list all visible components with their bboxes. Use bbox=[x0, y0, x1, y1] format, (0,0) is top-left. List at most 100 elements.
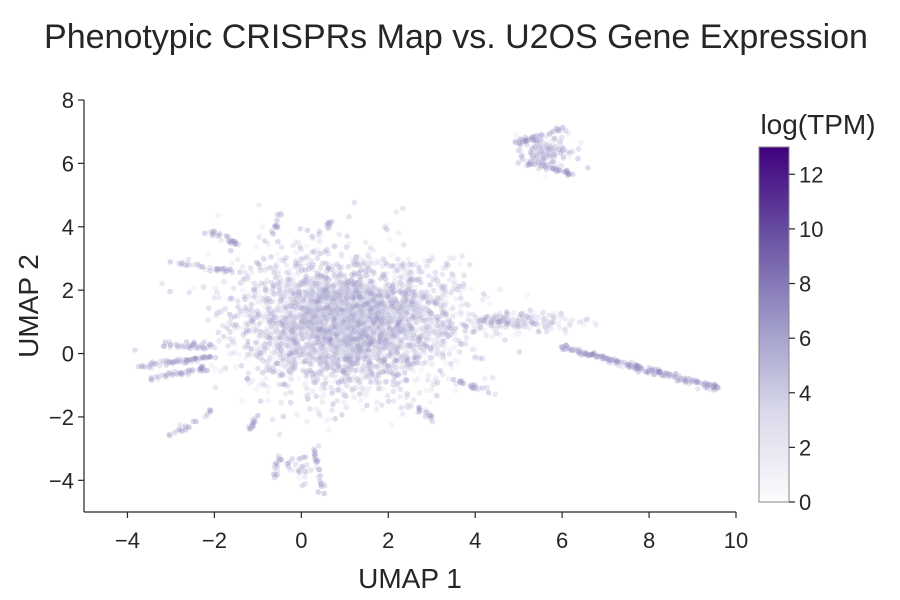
data-point bbox=[340, 341, 347, 347]
data-point bbox=[303, 374, 309, 381]
data-point bbox=[255, 308, 261, 315]
data-point bbox=[311, 275, 317, 281]
data-point bbox=[335, 387, 341, 393]
data-point bbox=[316, 316, 323, 323]
data-point bbox=[304, 329, 311, 336]
data-point bbox=[397, 312, 404, 319]
data-point bbox=[412, 336, 419, 342]
data-point bbox=[298, 313, 305, 320]
data-point bbox=[316, 338, 323, 345]
data-point bbox=[317, 360, 324, 366]
data-point bbox=[359, 305, 366, 312]
data-point bbox=[336, 319, 343, 326]
data-point bbox=[239, 398, 245, 405]
data-point bbox=[352, 311, 359, 317]
data-point bbox=[320, 295, 327, 302]
data-point bbox=[289, 303, 296, 310]
data-point bbox=[326, 297, 333, 304]
data-point bbox=[330, 360, 336, 367]
data-point bbox=[386, 312, 392, 319]
data-point bbox=[392, 357, 399, 364]
data-point bbox=[285, 358, 292, 364]
data-point bbox=[275, 280, 282, 286]
data-point bbox=[276, 335, 283, 341]
data-point bbox=[309, 290, 316, 297]
data-point bbox=[399, 260, 405, 266]
data-point bbox=[314, 326, 321, 332]
data-point bbox=[334, 329, 340, 335]
data-point bbox=[353, 286, 359, 293]
data-point bbox=[358, 328, 365, 335]
data-point bbox=[438, 305, 445, 311]
data-point bbox=[305, 281, 312, 288]
data-point bbox=[280, 333, 286, 339]
data-point bbox=[358, 286, 364, 293]
data-point bbox=[356, 292, 363, 299]
data-point bbox=[299, 351, 305, 358]
data-point bbox=[246, 328, 253, 334]
data-point bbox=[290, 242, 297, 249]
data-point bbox=[298, 332, 304, 339]
data-point bbox=[327, 334, 334, 341]
data-point bbox=[309, 343, 316, 349]
data-point bbox=[340, 339, 346, 346]
data-point bbox=[311, 285, 318, 292]
data-point bbox=[324, 364, 331, 371]
data-point bbox=[299, 261, 306, 267]
data-point bbox=[277, 293, 283, 300]
data-point bbox=[330, 317, 337, 324]
data-point bbox=[355, 253, 361, 259]
data-point bbox=[322, 328, 328, 334]
data-point bbox=[405, 279, 412, 285]
data-point bbox=[419, 325, 426, 332]
data-point bbox=[326, 353, 332, 359]
data-point bbox=[414, 360, 420, 366]
data-point bbox=[398, 337, 405, 344]
data-point bbox=[309, 343, 315, 349]
data-point bbox=[353, 329, 360, 335]
data-point bbox=[350, 323, 357, 330]
data-point bbox=[378, 356, 384, 363]
data-point bbox=[261, 303, 268, 310]
data-point bbox=[252, 286, 258, 293]
data-point bbox=[409, 262, 416, 268]
data-point bbox=[289, 327, 295, 333]
data-point bbox=[304, 345, 311, 352]
data-point bbox=[274, 326, 281, 333]
data-point bbox=[358, 340, 365, 347]
data-point bbox=[350, 297, 356, 304]
data-point bbox=[369, 292, 376, 299]
data-point bbox=[276, 372, 283, 379]
data-point bbox=[214, 309, 221, 316]
data-point bbox=[285, 282, 291, 289]
data-point bbox=[348, 305, 355, 312]
data-point bbox=[371, 295, 378, 302]
data-point bbox=[340, 311, 347, 318]
data-point bbox=[657, 369, 663, 375]
data-point bbox=[201, 339, 208, 345]
data-point bbox=[290, 299, 297, 306]
data-point bbox=[374, 291, 381, 297]
data-point bbox=[341, 289, 348, 295]
data-point bbox=[416, 338, 423, 345]
data-point bbox=[379, 308, 385, 315]
data-point bbox=[323, 363, 330, 370]
data-point bbox=[335, 279, 341, 285]
data-point bbox=[685, 375, 691, 382]
data-point bbox=[363, 343, 369, 349]
data-point bbox=[254, 346, 261, 353]
data-point bbox=[349, 337, 356, 343]
data-point bbox=[344, 233, 350, 240]
data-point bbox=[294, 337, 300, 343]
data-point bbox=[359, 386, 366, 393]
data-point bbox=[382, 360, 388, 367]
data-point bbox=[392, 311, 399, 317]
data-point bbox=[303, 279, 309, 286]
data-point bbox=[258, 346, 264, 353]
data-point bbox=[345, 315, 352, 321]
data-point bbox=[479, 297, 486, 303]
data-point bbox=[330, 303, 336, 309]
data-point bbox=[335, 292, 342, 299]
data-point bbox=[366, 358, 373, 365]
data-point bbox=[409, 288, 416, 295]
